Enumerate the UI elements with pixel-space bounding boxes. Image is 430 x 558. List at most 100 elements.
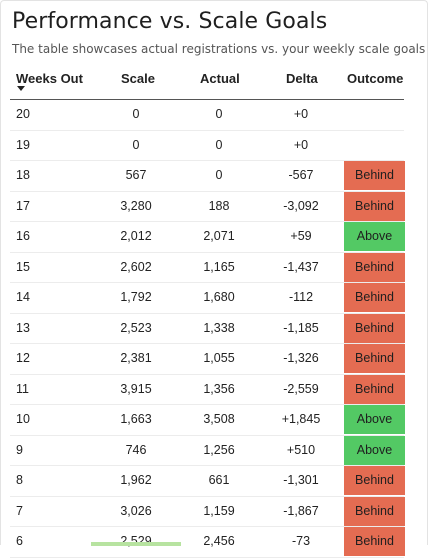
- delta-cell: +510: [286, 442, 316, 457]
- table-row: 9 746 1,256 +510 Above: [10, 435, 405, 466]
- delta-cell: -73: [291, 534, 311, 548]
- table-row: 19 0 0 +0: [10, 131, 405, 161]
- scale-cell: 2,523: [120, 320, 152, 335]
- column-header-outcome[interactable]: Outcome: [347, 71, 404, 86]
- table-row: 6 2,529 2,456 -73 Behind: [10, 527, 405, 558]
- outcome-badge: Behind: [344, 374, 405, 404]
- week-cell: 12: [16, 351, 30, 365]
- column-header-delta[interactable]: Delta: [286, 71, 318, 86]
- delta-cell: +0: [293, 107, 309, 121]
- delta-cell: +59: [290, 229, 312, 243]
- scale-cell: 2,602: [120, 259, 152, 274]
- scale-cell: 0: [132, 107, 140, 121]
- actual-cell: 1,680: [203, 290, 235, 304]
- table-row: 15 2,602 1,165 -1,437 Behind: [10, 252, 405, 283]
- week-cell: 6: [16, 534, 23, 548]
- week-cell: 15: [16, 259, 30, 274]
- page-subtitle: The table showcases actual registrations…: [12, 42, 426, 56]
- scale-cell: 1,792: [120, 290, 152, 304]
- delta-cell: -1,326: [283, 351, 319, 365]
- actual-cell: 2,071: [203, 229, 235, 243]
- outcome-badge: Behind: [344, 466, 405, 495]
- week-cell: 13: [16, 320, 30, 335]
- actual-cell: 661: [208, 473, 230, 487]
- delta-cell: -1,867: [283, 503, 319, 518]
- table-row: 17 3,280 188 -3,092 Behind: [10, 191, 405, 222]
- week-cell: 11: [16, 381, 29, 396]
- column-header-actual[interactable]: Actual: [200, 71, 240, 86]
- table-row: 11 3,915 1,356 -2,559 Behind: [10, 374, 405, 405]
- table-row: 14 1,792 1,680 -112 Behind: [10, 283, 405, 314]
- actual-cell: 1,159: [203, 503, 235, 518]
- week-cell: 7: [16, 503, 23, 518]
- scale-cell: 1,962: [120, 473, 152, 487]
- week-cell: 8: [16, 473, 23, 487]
- delta-cell: -2,559: [283, 381, 319, 396]
- outcome-badge: Behind: [344, 161, 405, 190]
- actual-cell: 0: [215, 168, 223, 182]
- scale-cell: 3,280: [120, 198, 152, 213]
- delta-cell: -1,301: [283, 473, 319, 487]
- week-cell: 14: [16, 290, 30, 304]
- delta-cell: -3,092: [283, 198, 319, 213]
- delta-cell: -1,185: [283, 320, 319, 335]
- outcome-badge: Behind: [344, 252, 405, 282]
- table-body: 20 0 0 +0 19 0 0 +0 18 567 0 -567 Behind 17 3,280 188 -3…: [10, 100, 405, 558]
- actual-cell: 1,256: [203, 442, 235, 457]
- actual-cell: 1,356: [203, 381, 235, 396]
- column-header-scale[interactable]: Scale: [121, 71, 155, 86]
- column-header-weeks-out[interactable]: Weeks Out: [16, 71, 83, 86]
- sort-descending-icon[interactable]: [17, 86, 25, 91]
- outcome-badge: Behind: [344, 344, 405, 373]
- scale-cell: 3,026: [120, 503, 152, 518]
- table-row: 7 3,026 1,159 -1,867 Behind: [10, 496, 405, 527]
- actual-cell: 1,055: [203, 351, 235, 365]
- outcome-badge: Above: [344, 405, 405, 434]
- table-header: Weeks Out Scale Actual Delta Outcome: [10, 63, 404, 100]
- delta-cell: -112: [288, 290, 314, 304]
- scale-cell: 0: [132, 137, 140, 152]
- outcome-badge: [344, 100, 405, 129]
- table-row: 10 1,663 3,508 +1,845 Above: [10, 405, 405, 436]
- scale-cell: 746: [125, 442, 147, 457]
- outcome-badge: Above: [344, 222, 405, 251]
- outcome-badge: Behind: [344, 313, 405, 343]
- week-cell: 16: [16, 229, 30, 243]
- week-cell: 17: [16, 198, 30, 213]
- outcome-badge: Above: [344, 435, 405, 465]
- delta-cell: +1,845: [281, 412, 321, 426]
- outcome-badge: Behind: [344, 496, 405, 526]
- horizontal-scrollbar[interactable]: [91, 542, 181, 546]
- actual-cell: 1,338: [203, 320, 235, 335]
- week-cell: 20: [16, 107, 30, 121]
- scale-cell: 2,381: [120, 351, 152, 365]
- scale-cell: 2,012: [120, 229, 152, 243]
- table-row: 12 2,381 1,055 -1,326 Behind: [10, 344, 405, 375]
- week-cell: 18: [16, 168, 30, 182]
- actual-cell: 3,508: [203, 412, 235, 426]
- table-row: 8 1,962 661 -1,301 Behind: [10, 466, 405, 497]
- table-row: 16 2,012 2,071 +59 Above: [10, 222, 405, 253]
- scale-cell: 3,915: [120, 381, 152, 396]
- actual-cell: 1,165: [203, 259, 235, 274]
- delta-cell: -567: [288, 168, 314, 182]
- actual-cell: 2,456: [203, 534, 235, 548]
- page-title: Performance vs. Scale Goals: [12, 9, 328, 34]
- actual-cell: 0: [215, 107, 223, 121]
- table-row: 13 2,523 1,338 -1,185 Behind: [10, 313, 405, 344]
- outcome-badge: [344, 131, 405, 160]
- actual-cell: 188: [208, 198, 230, 213]
- outcome-badge: Behind: [344, 283, 405, 312]
- scale-cell: 1,663: [120, 412, 152, 426]
- delta-cell: +0: [293, 137, 309, 152]
- table-row: 20 0 0 +0: [10, 100, 404, 131]
- delta-cell: -1,437: [283, 259, 319, 274]
- outcome-badge: Behind: [344, 191, 405, 221]
- week-cell: 19: [16, 137, 30, 152]
- actual-cell: 0: [215, 137, 223, 152]
- table-row: 18 567 0 -567 Behind: [10, 161, 405, 192]
- scale-cell: 567: [125, 168, 147, 182]
- week-cell: 9: [16, 442, 23, 457]
- outcome-badge: Behind: [344, 527, 405, 556]
